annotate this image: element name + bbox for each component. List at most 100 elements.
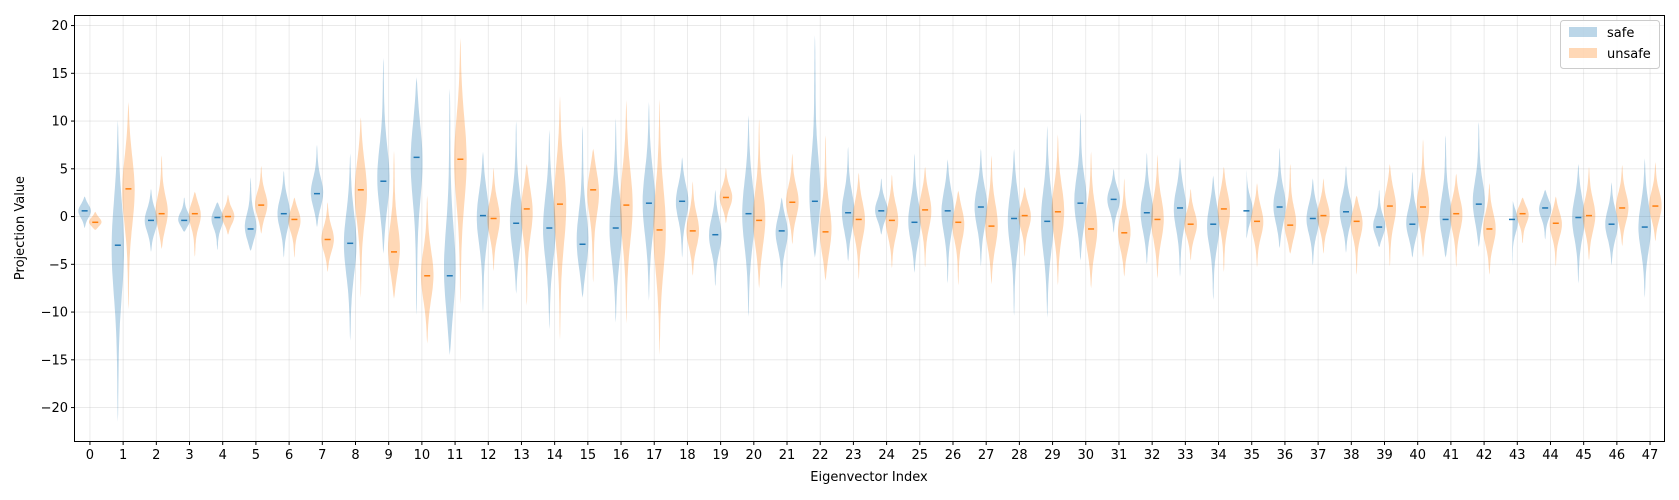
x-tick-label: 39 — [1376, 448, 1393, 463]
x-tick-label: 26 — [945, 448, 962, 463]
violin-unsafe — [918, 166, 932, 268]
violin-safe — [775, 197, 788, 290]
x-tick-label: 35 — [1243, 448, 1260, 463]
violin-safe — [642, 102, 656, 301]
violin-safe — [941, 159, 954, 284]
violin-safe — [476, 151, 490, 313]
violin-unsafe — [188, 191, 201, 257]
x-tick-label: 10 — [414, 448, 431, 463]
violin-safe — [1572, 164, 1585, 284]
violin-safe — [1107, 168, 1120, 233]
violin-safe — [1173, 157, 1187, 277]
violin-unsafe — [420, 195, 434, 344]
violin-unsafe — [520, 164, 533, 306]
x-tick-label: 17 — [646, 448, 663, 463]
violin-unsafe — [122, 102, 135, 310]
x-tick-label: 22 — [812, 448, 829, 463]
x-tick-label: 3 — [185, 448, 193, 463]
violin-unsafe — [321, 202, 334, 272]
violin-unsafe — [1649, 162, 1662, 242]
violin-unsafe — [819, 135, 832, 281]
violin-unsafe — [587, 148, 599, 283]
x-tick-label: 47 — [1642, 448, 1659, 463]
violin-unsafe — [885, 174, 899, 269]
violin-safe — [509, 121, 523, 294]
legend-label-unsafe: unsafe — [1607, 47, 1651, 62]
violin-unsafe — [1350, 195, 1363, 275]
violin-safe — [1339, 165, 1353, 253]
x-tick-label: 5 — [252, 448, 260, 463]
x-tick-label: 29 — [1044, 448, 1061, 463]
x-tick-label: 4 — [219, 448, 227, 463]
y-tick-label: 10 — [51, 115, 68, 130]
violin-unsafe — [719, 167, 733, 224]
violin-safe — [111, 120, 124, 422]
violin-safe — [875, 178, 888, 235]
violin-safe — [1373, 189, 1386, 248]
violin-unsafe — [388, 150, 400, 299]
x-tick-label: 0 — [86, 448, 94, 463]
violin-unsafe — [288, 197, 301, 258]
violin-unsafe — [155, 155, 168, 249]
violin-safe — [675, 157, 689, 258]
violin-safe — [444, 88, 456, 355]
violin-unsafe — [1582, 166, 1596, 261]
violin-unsafe — [852, 172, 865, 280]
x-tick-label: 36 — [1277, 448, 1294, 463]
violin-unsafe — [753, 119, 766, 289]
x-tick-label: 2 — [152, 448, 160, 463]
violin-unsafe — [1051, 134, 1065, 286]
y-tick-label: 15 — [51, 67, 68, 82]
legend-swatch-safe — [1569, 27, 1597, 37]
violin-safe — [1207, 175, 1220, 300]
violin-safe — [377, 58, 390, 254]
violin-unsafe — [653, 99, 666, 355]
violin-unsafe — [952, 190, 965, 286]
violin-unsafe — [686, 181, 699, 276]
y-tick-label: −15 — [41, 353, 68, 368]
violin-unsafe — [1217, 166, 1230, 272]
violin-unsafe — [89, 211, 102, 230]
x-tick-label: 11 — [447, 448, 464, 463]
x-tick-label: 13 — [513, 448, 530, 463]
violin-safe — [576, 125, 589, 298]
y-tick-label: 0 — [60, 210, 68, 225]
violin-safe — [543, 129, 556, 330]
violin-safe — [1439, 135, 1452, 258]
violin-safe — [1406, 171, 1419, 258]
violin-safe — [244, 177, 257, 251]
violin-unsafe — [1118, 178, 1131, 277]
x-tick-label: 27 — [978, 448, 995, 463]
violin-unsafe — [1284, 164, 1297, 254]
x-tick-label: 6 — [285, 448, 293, 463]
violin-unsafe — [1549, 196, 1562, 267]
x-tick-label: 15 — [580, 448, 597, 463]
x-tick-label: 42 — [1476, 448, 1493, 463]
x-tick-label: 1 — [119, 448, 127, 463]
violin-unsafe — [1615, 165, 1629, 247]
violin-safe — [310, 144, 324, 228]
y-axis-label: Projection Value — [13, 176, 28, 280]
violin-unsafe — [1250, 183, 1264, 268]
grid — [75, 16, 1665, 441]
violin-safe — [841, 146, 855, 262]
violin-unsafe — [1516, 197, 1529, 244]
x-tick-label: 8 — [351, 448, 359, 463]
legend-swatch-unsafe — [1569, 48, 1597, 58]
y-tick-label: −10 — [41, 306, 68, 321]
x-tick-label: 9 — [385, 448, 393, 463]
x-tick-label: 16 — [613, 448, 630, 463]
violin-unsafe — [553, 96, 567, 340]
violin-unsafe — [985, 155, 998, 285]
x-tick-label: 31 — [1111, 448, 1128, 463]
violin-safe — [1512, 201, 1518, 266]
violin-safe — [742, 115, 755, 317]
violin-unsafe — [786, 153, 799, 245]
x-tick-label: 21 — [779, 448, 796, 463]
x-tick-label: 37 — [1310, 448, 1327, 463]
x-tick-label: 45 — [1575, 448, 1592, 463]
x-tick-label: 28 — [1011, 448, 1028, 463]
y-tick-label: −20 — [41, 401, 68, 416]
violin-unsafe — [1416, 139, 1430, 258]
